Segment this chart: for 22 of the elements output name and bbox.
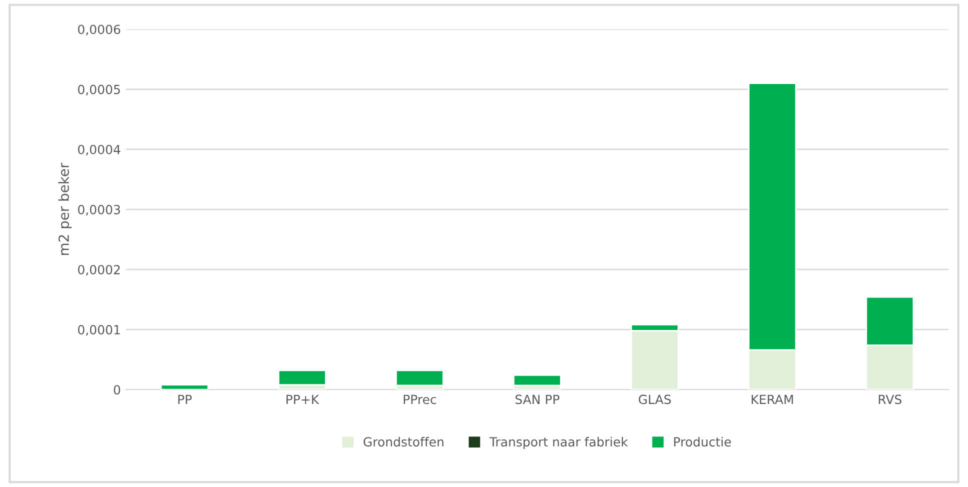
y-tick-label: 0,0004 [78, 144, 120, 156]
legend-label: Productie [674, 436, 731, 447]
y-tick-label: 0,0006 [78, 24, 120, 36]
y-tick-label: 0 [114, 385, 120, 395]
bar [395, 370, 444, 386]
legend-label: Grondstoffen [364, 436, 444, 447]
y-tick-label: 0,0003 [78, 204, 120, 216]
x-tick-label: PP [178, 394, 192, 404]
bar [513, 374, 562, 386]
y-tick-label: 0,0002 [78, 264, 120, 276]
y-tick-label: 0,0001 [78, 325, 120, 336]
x-tick-label: KERAM [752, 394, 793, 404]
x-tick-label: PPrec [404, 394, 436, 404]
bar [160, 384, 209, 390]
x-tick-label: SAN PP [516, 394, 560, 404]
y-axis-title: m2 per beker [58, 162, 72, 255]
legend-label: Transport naar fabriek [489, 436, 628, 449]
y-tick-label: 0,0005 [78, 84, 120, 96]
x-tick-label: GLAS [638, 394, 671, 404]
bar [278, 370, 326, 386]
x-tick-label: RVS [878, 394, 902, 404]
x-tick-label: PP+K [286, 394, 320, 404]
